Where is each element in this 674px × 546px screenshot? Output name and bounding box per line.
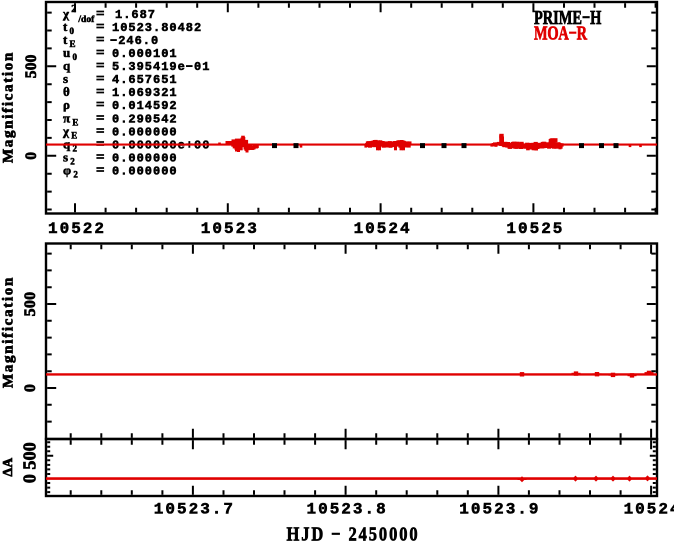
svg-text:0.014592: 0.014592 <box>112 99 178 113</box>
svg-text:10523.80482: 10523.80482 <box>112 21 202 35</box>
svg-text:s2: s2 <box>63 150 75 167</box>
svg-text:1.069321: 1.069321 <box>112 86 178 100</box>
svg-text:0.000000: 0.000000 <box>112 165 178 179</box>
svg-text:tE: tE <box>63 32 76 49</box>
svg-text:=: = <box>96 6 105 22</box>
svg-text:Magnification: Magnification <box>1 276 17 388</box>
svg-text:=: = <box>96 71 105 87</box>
svg-text:χ2/dof: χ2/dof <box>62 4 95 25</box>
svg-text:=: = <box>96 32 105 48</box>
svg-text:=: = <box>96 123 105 139</box>
svg-text:10523: 10523 <box>201 220 259 238</box>
svg-text:χE: χE <box>62 123 77 140</box>
svg-text:HJD − 2450000: HJD − 2450000 <box>286 523 419 545</box>
svg-text:πE: πE <box>63 110 78 127</box>
svg-text:=: = <box>96 45 105 61</box>
svg-text:−246.0: −246.0 <box>110 34 159 48</box>
svg-text:0: 0 <box>20 474 40 483</box>
svg-text:0.000000: 0.000000 <box>112 152 178 166</box>
svg-text:10523.7: 10523.7 <box>154 501 235 519</box>
svg-text:0.000101: 0.000101 <box>112 47 178 61</box>
svg-text:10523.8: 10523.8 <box>306 501 387 519</box>
svg-text:MOA−R: MOA−R <box>534 21 587 44</box>
svg-text:PRIME−H: PRIME−H <box>534 5 602 28</box>
svg-text:=: = <box>96 58 105 74</box>
svg-text:0.000000: 0.000000 <box>112 125 178 139</box>
svg-text:0.290542: 0.290542 <box>112 112 178 126</box>
svg-text:s: s <box>63 71 70 86</box>
svg-text:θ: θ <box>63 84 72 99</box>
svg-text:=: = <box>96 150 105 166</box>
svg-text:10522: 10522 <box>48 220 106 238</box>
svg-text:=: = <box>96 110 105 126</box>
svg-text:φ2: φ2 <box>63 163 78 180</box>
svg-text:0: 0 <box>23 152 40 160</box>
svg-text:4.657651: 4.657651 <box>112 73 178 87</box>
svg-text:500: 500 <box>23 54 40 78</box>
svg-text:0: 0 <box>22 384 39 392</box>
svg-text:5.395419e−01: 5.395419e−01 <box>112 60 210 74</box>
svg-text:q: q <box>63 58 72 73</box>
svg-text:=: = <box>96 19 105 35</box>
svg-text:t0: t0 <box>63 19 75 36</box>
svg-text:10523.9: 10523.9 <box>459 501 540 519</box>
svg-text:500: 500 <box>20 442 40 470</box>
svg-text:ρ: ρ <box>63 97 72 112</box>
svg-text:u0: u0 <box>63 45 77 62</box>
svg-text:=: = <box>96 163 105 179</box>
svg-text:=: = <box>96 97 105 113</box>
svg-text:ΔA: ΔA <box>0 457 15 476</box>
svg-text:10524: 10524 <box>354 220 412 238</box>
svg-text:500: 500 <box>22 292 39 317</box>
svg-text:Magnification: Magnification <box>1 51 17 163</box>
svg-text:1.687: 1.687 <box>115 8 156 22</box>
svg-text:10524: 10524 <box>624 501 674 519</box>
svg-text:10525: 10525 <box>506 220 564 238</box>
svg-text:=: = <box>96 84 105 100</box>
